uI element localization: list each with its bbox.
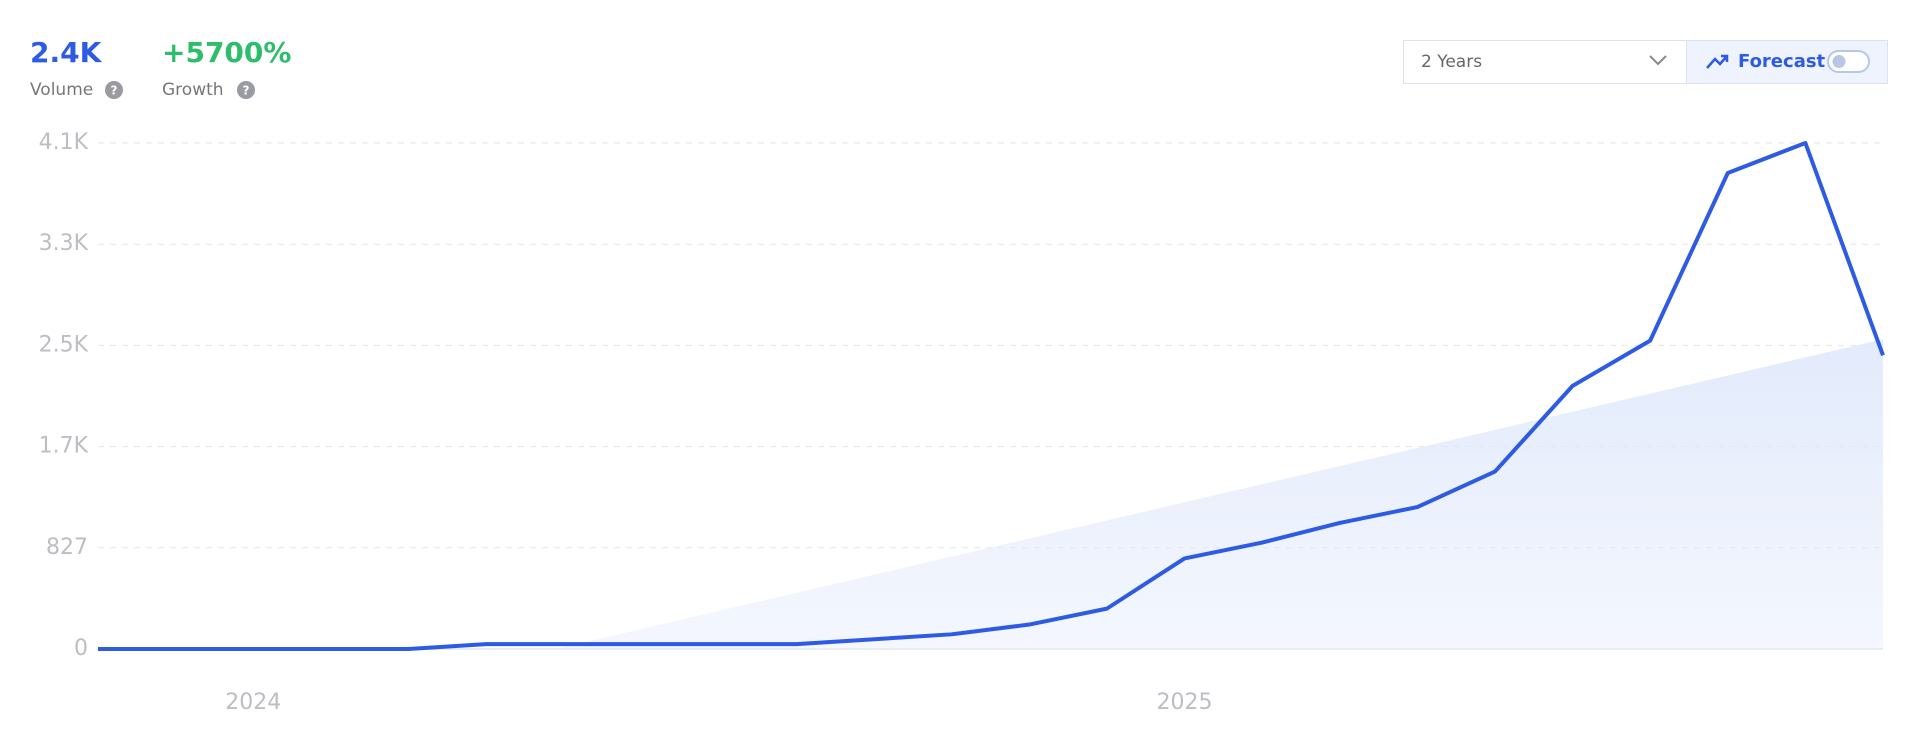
- y-tick-label: 3.3K: [39, 231, 89, 256]
- y-tick-label: 1.7K: [39, 434, 89, 459]
- forecast-label: Forecast: [1738, 51, 1826, 72]
- metric-value: 2.4K: [30, 36, 103, 69]
- trend-area: [563, 339, 1884, 649]
- y-tick-label: 4.1K: [39, 130, 89, 155]
- forecast-toggle[interactable]: Forecast: [1686, 40, 1888, 84]
- dropdown-text: 2 Years: [1421, 52, 1482, 72]
- metric-label: Volume: [30, 80, 93, 100]
- chevron: [1649, 55, 1667, 66]
- help-icon-text: ?: [243, 84, 250, 98]
- y-tick-label: 0: [74, 636, 88, 661]
- trend-icon: [1706, 54, 1729, 69]
- volume-line: [98, 141, 1885, 651]
- help-icon[interactable]: [105, 81, 123, 99]
- x-tick-label: 2024: [225, 690, 281, 715]
- x-tick-label: 2025: [1157, 690, 1213, 715]
- dropdown-box[interactable]: [1403, 40, 1687, 84]
- metric-label: Growth: [162, 80, 224, 100]
- toggle-knob: [1832, 55, 1846, 68]
- metric-value: +5700%: [162, 36, 291, 69]
- y-tick-label: 827: [46, 535, 88, 560]
- help-icon-text: ?: [111, 84, 118, 98]
- y-tick-label: 2.5K: [39, 332, 89, 357]
- range-dropdown[interactable]: 2 Years: [1403, 40, 1687, 84]
- help-icon[interactable]: [237, 81, 255, 99]
